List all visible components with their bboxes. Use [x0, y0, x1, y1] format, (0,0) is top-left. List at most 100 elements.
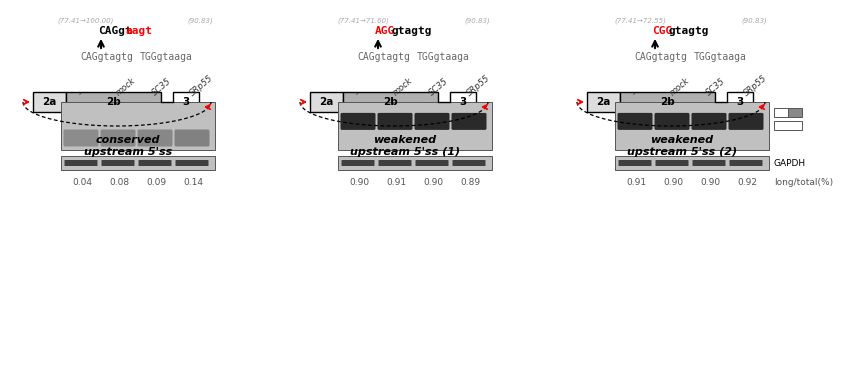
Bar	[61, 102, 215, 150]
FancyBboxPatch shape	[340, 113, 376, 130]
Bar	[450, 92, 476, 112]
Text: 0.90: 0.90	[663, 178, 684, 187]
Text: 0.90: 0.90	[349, 178, 370, 187]
Text: 0.04: 0.04	[73, 178, 93, 187]
Bar	[61, 156, 215, 170]
Text: mock: mock	[668, 77, 691, 98]
Text: 2a: 2a	[42, 97, 57, 107]
Bar	[727, 92, 753, 112]
FancyBboxPatch shape	[729, 160, 762, 166]
Text: 2a: 2a	[319, 97, 333, 107]
FancyBboxPatch shape	[619, 160, 652, 166]
Bar	[338, 102, 492, 150]
FancyBboxPatch shape	[618, 113, 652, 130]
Text: (77.41→100.00): (77.41→100.00)	[57, 17, 114, 23]
Text: SC35: SC35	[705, 77, 728, 98]
Text: CAGgt: CAGgt	[98, 26, 132, 36]
Text: CAGgtagtg: CAGgtagtg	[634, 52, 687, 62]
Text: upstream 5'ss (2): upstream 5'ss (2)	[627, 147, 737, 157]
Text: 3: 3	[736, 97, 744, 107]
Text: (90.83): (90.83)	[464, 17, 490, 23]
Text: (77.41→71.60): (77.41→71.60)	[337, 17, 389, 23]
Text: CAGgtagtg: CAGgtagtg	[357, 52, 410, 62]
Text: CGG: CGG	[652, 26, 673, 36]
FancyBboxPatch shape	[138, 160, 171, 166]
Text: upstream 5'ss (1): upstream 5'ss (1)	[350, 147, 460, 157]
FancyBboxPatch shape	[692, 160, 726, 166]
FancyBboxPatch shape	[64, 160, 98, 166]
Text: SC35: SC35	[151, 77, 173, 98]
Text: 3: 3	[459, 97, 467, 107]
Text: upstream 5'ss: upstream 5'ss	[84, 147, 172, 157]
Bar	[620, 92, 715, 112]
FancyBboxPatch shape	[101, 160, 134, 166]
Text: TGGgtaaga: TGGgtaaga	[140, 52, 193, 62]
Bar	[338, 156, 492, 170]
Text: TGGgtaaga: TGGgtaaga	[417, 52, 470, 62]
Bar	[774, 121, 802, 130]
FancyBboxPatch shape	[415, 160, 448, 166]
FancyBboxPatch shape	[342, 160, 375, 166]
Text: SRp55: SRp55	[187, 74, 214, 98]
FancyBboxPatch shape	[100, 129, 136, 147]
Text: long/total(%): long/total(%)	[774, 178, 833, 187]
Bar	[615, 102, 769, 150]
Text: (90.83): (90.83)	[187, 17, 213, 23]
Text: 0.90: 0.90	[701, 178, 721, 187]
Text: mock: mock	[114, 77, 137, 98]
FancyBboxPatch shape	[656, 160, 689, 166]
Text: mock: mock	[391, 77, 414, 98]
Text: weakened: weakened	[373, 135, 436, 145]
Bar	[310, 92, 343, 112]
Text: TGGgtaaga: TGGgtaaga	[694, 52, 747, 62]
Text: 0.14: 0.14	[183, 178, 203, 187]
Text: conserved: conserved	[95, 135, 160, 145]
Bar	[615, 156, 769, 170]
FancyBboxPatch shape	[691, 113, 727, 130]
FancyBboxPatch shape	[377, 113, 413, 130]
Text: GAPDH: GAPDH	[774, 158, 806, 167]
FancyBboxPatch shape	[414, 113, 450, 130]
Bar	[587, 92, 620, 112]
Text: 2a: 2a	[597, 97, 611, 107]
Text: 2b: 2b	[660, 97, 675, 107]
Text: (77.41→72.55): (77.41→72.55)	[614, 17, 666, 23]
Text: 0.92: 0.92	[738, 178, 758, 187]
Bar	[173, 92, 199, 112]
FancyBboxPatch shape	[452, 160, 485, 166]
FancyBboxPatch shape	[452, 113, 486, 130]
FancyBboxPatch shape	[138, 129, 172, 147]
Text: SRp55: SRp55	[742, 74, 769, 98]
FancyBboxPatch shape	[654, 113, 690, 130]
Text: gtagtg: gtagtg	[668, 26, 709, 36]
FancyBboxPatch shape	[176, 160, 208, 166]
Bar	[33, 92, 66, 112]
FancyBboxPatch shape	[728, 113, 764, 130]
Text: -: -	[77, 89, 84, 98]
Text: SRp55: SRp55	[465, 74, 491, 98]
Text: CAGgtagtg: CAGgtagtg	[80, 52, 133, 62]
Text: SC35: SC35	[428, 77, 451, 98]
Text: AGG: AGG	[375, 26, 395, 36]
Bar	[343, 92, 438, 112]
Text: 3: 3	[182, 97, 190, 107]
Text: -: -	[630, 89, 639, 98]
Text: aagt: aagt	[126, 26, 153, 36]
Text: gtagtg: gtagtg	[392, 26, 432, 36]
Text: 2b: 2b	[383, 97, 398, 107]
Text: weakened: weakened	[651, 135, 713, 145]
Bar	[788, 108, 802, 117]
Text: 0.08: 0.08	[110, 178, 130, 187]
Bar	[66, 92, 161, 112]
Text: 2b: 2b	[106, 97, 121, 107]
Text: 0.91: 0.91	[626, 178, 647, 187]
Text: 0.89: 0.89	[461, 178, 480, 187]
FancyBboxPatch shape	[63, 129, 99, 147]
Text: 0.90: 0.90	[424, 178, 444, 187]
Bar	[774, 108, 788, 117]
FancyBboxPatch shape	[378, 160, 412, 166]
FancyBboxPatch shape	[175, 129, 209, 147]
Text: 0.91: 0.91	[387, 178, 407, 187]
Text: -: -	[354, 89, 362, 98]
Text: (90.83): (90.83)	[741, 17, 767, 23]
